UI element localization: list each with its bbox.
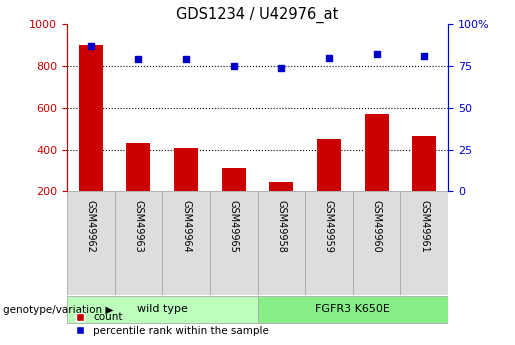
FancyBboxPatch shape [258, 296, 448, 323]
FancyBboxPatch shape [305, 191, 353, 295]
Text: GSM49959: GSM49959 [324, 200, 334, 253]
FancyBboxPatch shape [162, 191, 210, 295]
Text: GSM49962: GSM49962 [86, 200, 96, 253]
Bar [413, 136, 436, 191]
Text: GSM49960: GSM49960 [372, 200, 382, 253]
Legend: count, percentile rank within the sample: count, percentile rank within the sample [72, 308, 273, 340]
Point [277, 65, 285, 70]
FancyBboxPatch shape [67, 296, 258, 323]
Point [87, 43, 95, 49]
Bar [127, 144, 150, 191]
Text: GSM49961: GSM49961 [419, 200, 429, 253]
FancyBboxPatch shape [67, 191, 114, 295]
Title: GDS1234 / U42976_at: GDS1234 / U42976_at [176, 7, 339, 23]
Text: GSM49964: GSM49964 [181, 200, 191, 253]
Point [325, 55, 333, 60]
Bar [269, 182, 293, 191]
Point [182, 57, 190, 62]
Text: genotype/variation ▶: genotype/variation ▶ [3, 305, 113, 315]
Bar [317, 139, 341, 191]
Bar [174, 148, 198, 191]
FancyBboxPatch shape [353, 191, 401, 295]
Bar [365, 114, 388, 191]
Text: GSM49965: GSM49965 [229, 200, 238, 253]
Point [420, 53, 428, 59]
Text: GSM49958: GSM49958 [277, 200, 286, 253]
Bar [222, 168, 246, 191]
Bar [79, 45, 102, 191]
Text: FGFR3 K650E: FGFR3 K650E [315, 304, 390, 314]
FancyBboxPatch shape [210, 191, 258, 295]
Point [134, 57, 143, 62]
Point [372, 51, 381, 57]
Point [230, 63, 238, 69]
FancyBboxPatch shape [114, 191, 162, 295]
FancyBboxPatch shape [401, 191, 448, 295]
FancyBboxPatch shape [258, 191, 305, 295]
Text: GSM49963: GSM49963 [133, 200, 143, 253]
Text: wild type: wild type [137, 304, 187, 314]
